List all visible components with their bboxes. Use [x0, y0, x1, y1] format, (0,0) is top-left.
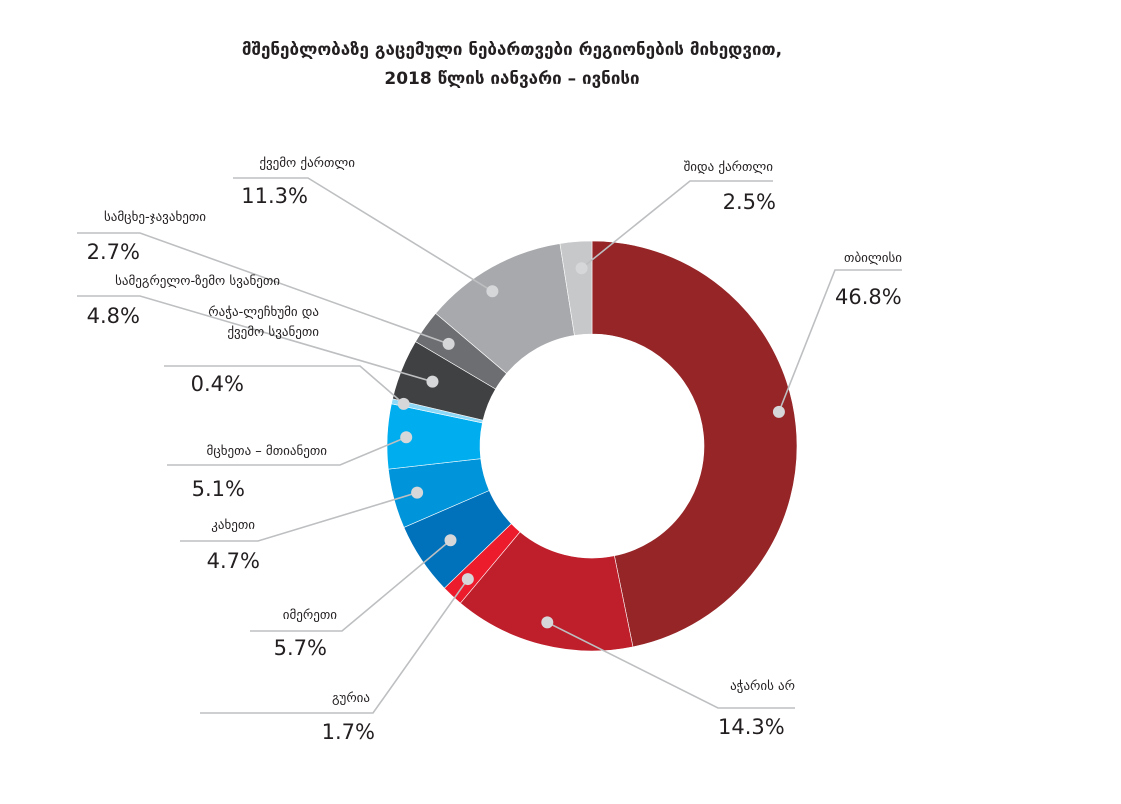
- chart-title-line-2: 2018 წლის იანვარი – ივნისი: [384, 69, 639, 89]
- slice-marker-dot: [426, 375, 439, 388]
- slice-name-label: სამეგრელო-ზემო სვანეთი: [115, 274, 280, 289]
- slice-name-label: გურია: [332, 691, 370, 706]
- leader-line: [164, 365, 405, 405]
- slice-value-label: 14.3%: [718, 715, 785, 739]
- slice-marker-dot: [397, 397, 410, 410]
- leader-line: [77, 232, 449, 345]
- slice-marker-dot: [411, 486, 424, 499]
- slice-marker-dot: [444, 534, 457, 547]
- slice-name-label: ქვემო ქართლი: [259, 156, 355, 171]
- slice-name-label: თბილისი: [844, 251, 902, 266]
- leader-line: [233, 177, 493, 292]
- leader-line: [180, 491, 418, 542]
- slice-marker-dot: [772, 405, 785, 418]
- slice-value-label: 1.7%: [322, 720, 375, 744]
- slice-name-label: ქვემო სვანეთი: [227, 325, 319, 340]
- slice-name-label: კახეთი: [211, 518, 255, 533]
- slice-name-label: შიდა ქართლი: [684, 160, 774, 175]
- leader-line: [77, 295, 433, 383]
- slice-value-label: 0.4%: [191, 372, 244, 396]
- slice-marker-dot: [461, 573, 474, 586]
- chart-title-line-1: მშენებლობაზე გაცემული ნებართვები რეგიონე…: [242, 40, 782, 60]
- leader-line: [200, 578, 469, 714]
- slice-name-label: სამცხე-ჯავახეთი: [104, 210, 206, 225]
- slice-value-label: 4.7%: [207, 549, 260, 573]
- slice-value-label: 11.3%: [241, 184, 308, 208]
- label-group: თბილისი 46.8% აჭარის არ 14.3% გურია 1.7% იმერე…: [87, 156, 903, 744]
- slice-name-label: რაჭა-ლეჩხუმი და: [208, 305, 319, 320]
- slice-value-label: 4.8%: [87, 304, 140, 328]
- leader-line: [778, 269, 902, 413]
- leader-line: [546, 621, 795, 709]
- slice-marker-dot: [400, 431, 413, 444]
- slice-name-label: მცხეთა – მთიანეთი: [207, 444, 328, 459]
- slice-marker-dot: [486, 285, 499, 298]
- leader-line-group: [77, 177, 902, 714]
- slice-marker-dot: [442, 337, 455, 350]
- slice-marker-dot: [541, 616, 554, 629]
- slice-value-label: 46.8%: [835, 285, 902, 309]
- leader-line: [167, 436, 407, 466]
- slice-value-label: 5.7%: [274, 636, 327, 660]
- slice-value-label: 5.1%: [192, 477, 245, 501]
- slice-marker-dot: [575, 262, 588, 275]
- donut-slice: [591, 240, 798, 648]
- slice-name-label: იმერეთი: [283, 608, 337, 623]
- slice-group: [386, 240, 798, 652]
- slice-name-label: აჭარის არ: [730, 679, 795, 694]
- slice-value-label: 2.5%: [723, 190, 776, 214]
- leader-line: [250, 539, 452, 632]
- leader-line: [581, 180, 773, 269]
- slice-value-label: 2.7%: [87, 240, 140, 264]
